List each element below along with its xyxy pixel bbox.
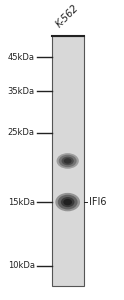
Ellipse shape: [64, 158, 72, 164]
Text: IFI6: IFI6: [89, 197, 107, 207]
Ellipse shape: [55, 193, 80, 211]
Ellipse shape: [59, 155, 77, 167]
Ellipse shape: [62, 157, 74, 165]
Ellipse shape: [57, 153, 79, 169]
Text: 45kDa: 45kDa: [8, 53, 35, 62]
Text: 35kDa: 35kDa: [8, 87, 35, 96]
Text: 10kDa: 10kDa: [8, 261, 35, 270]
Text: 15kDa: 15kDa: [8, 198, 35, 207]
Ellipse shape: [61, 197, 75, 207]
Ellipse shape: [63, 199, 72, 205]
FancyBboxPatch shape: [52, 36, 84, 286]
Ellipse shape: [58, 195, 78, 209]
Text: K-562: K-562: [54, 2, 81, 29]
Text: 25kDa: 25kDa: [8, 128, 35, 137]
